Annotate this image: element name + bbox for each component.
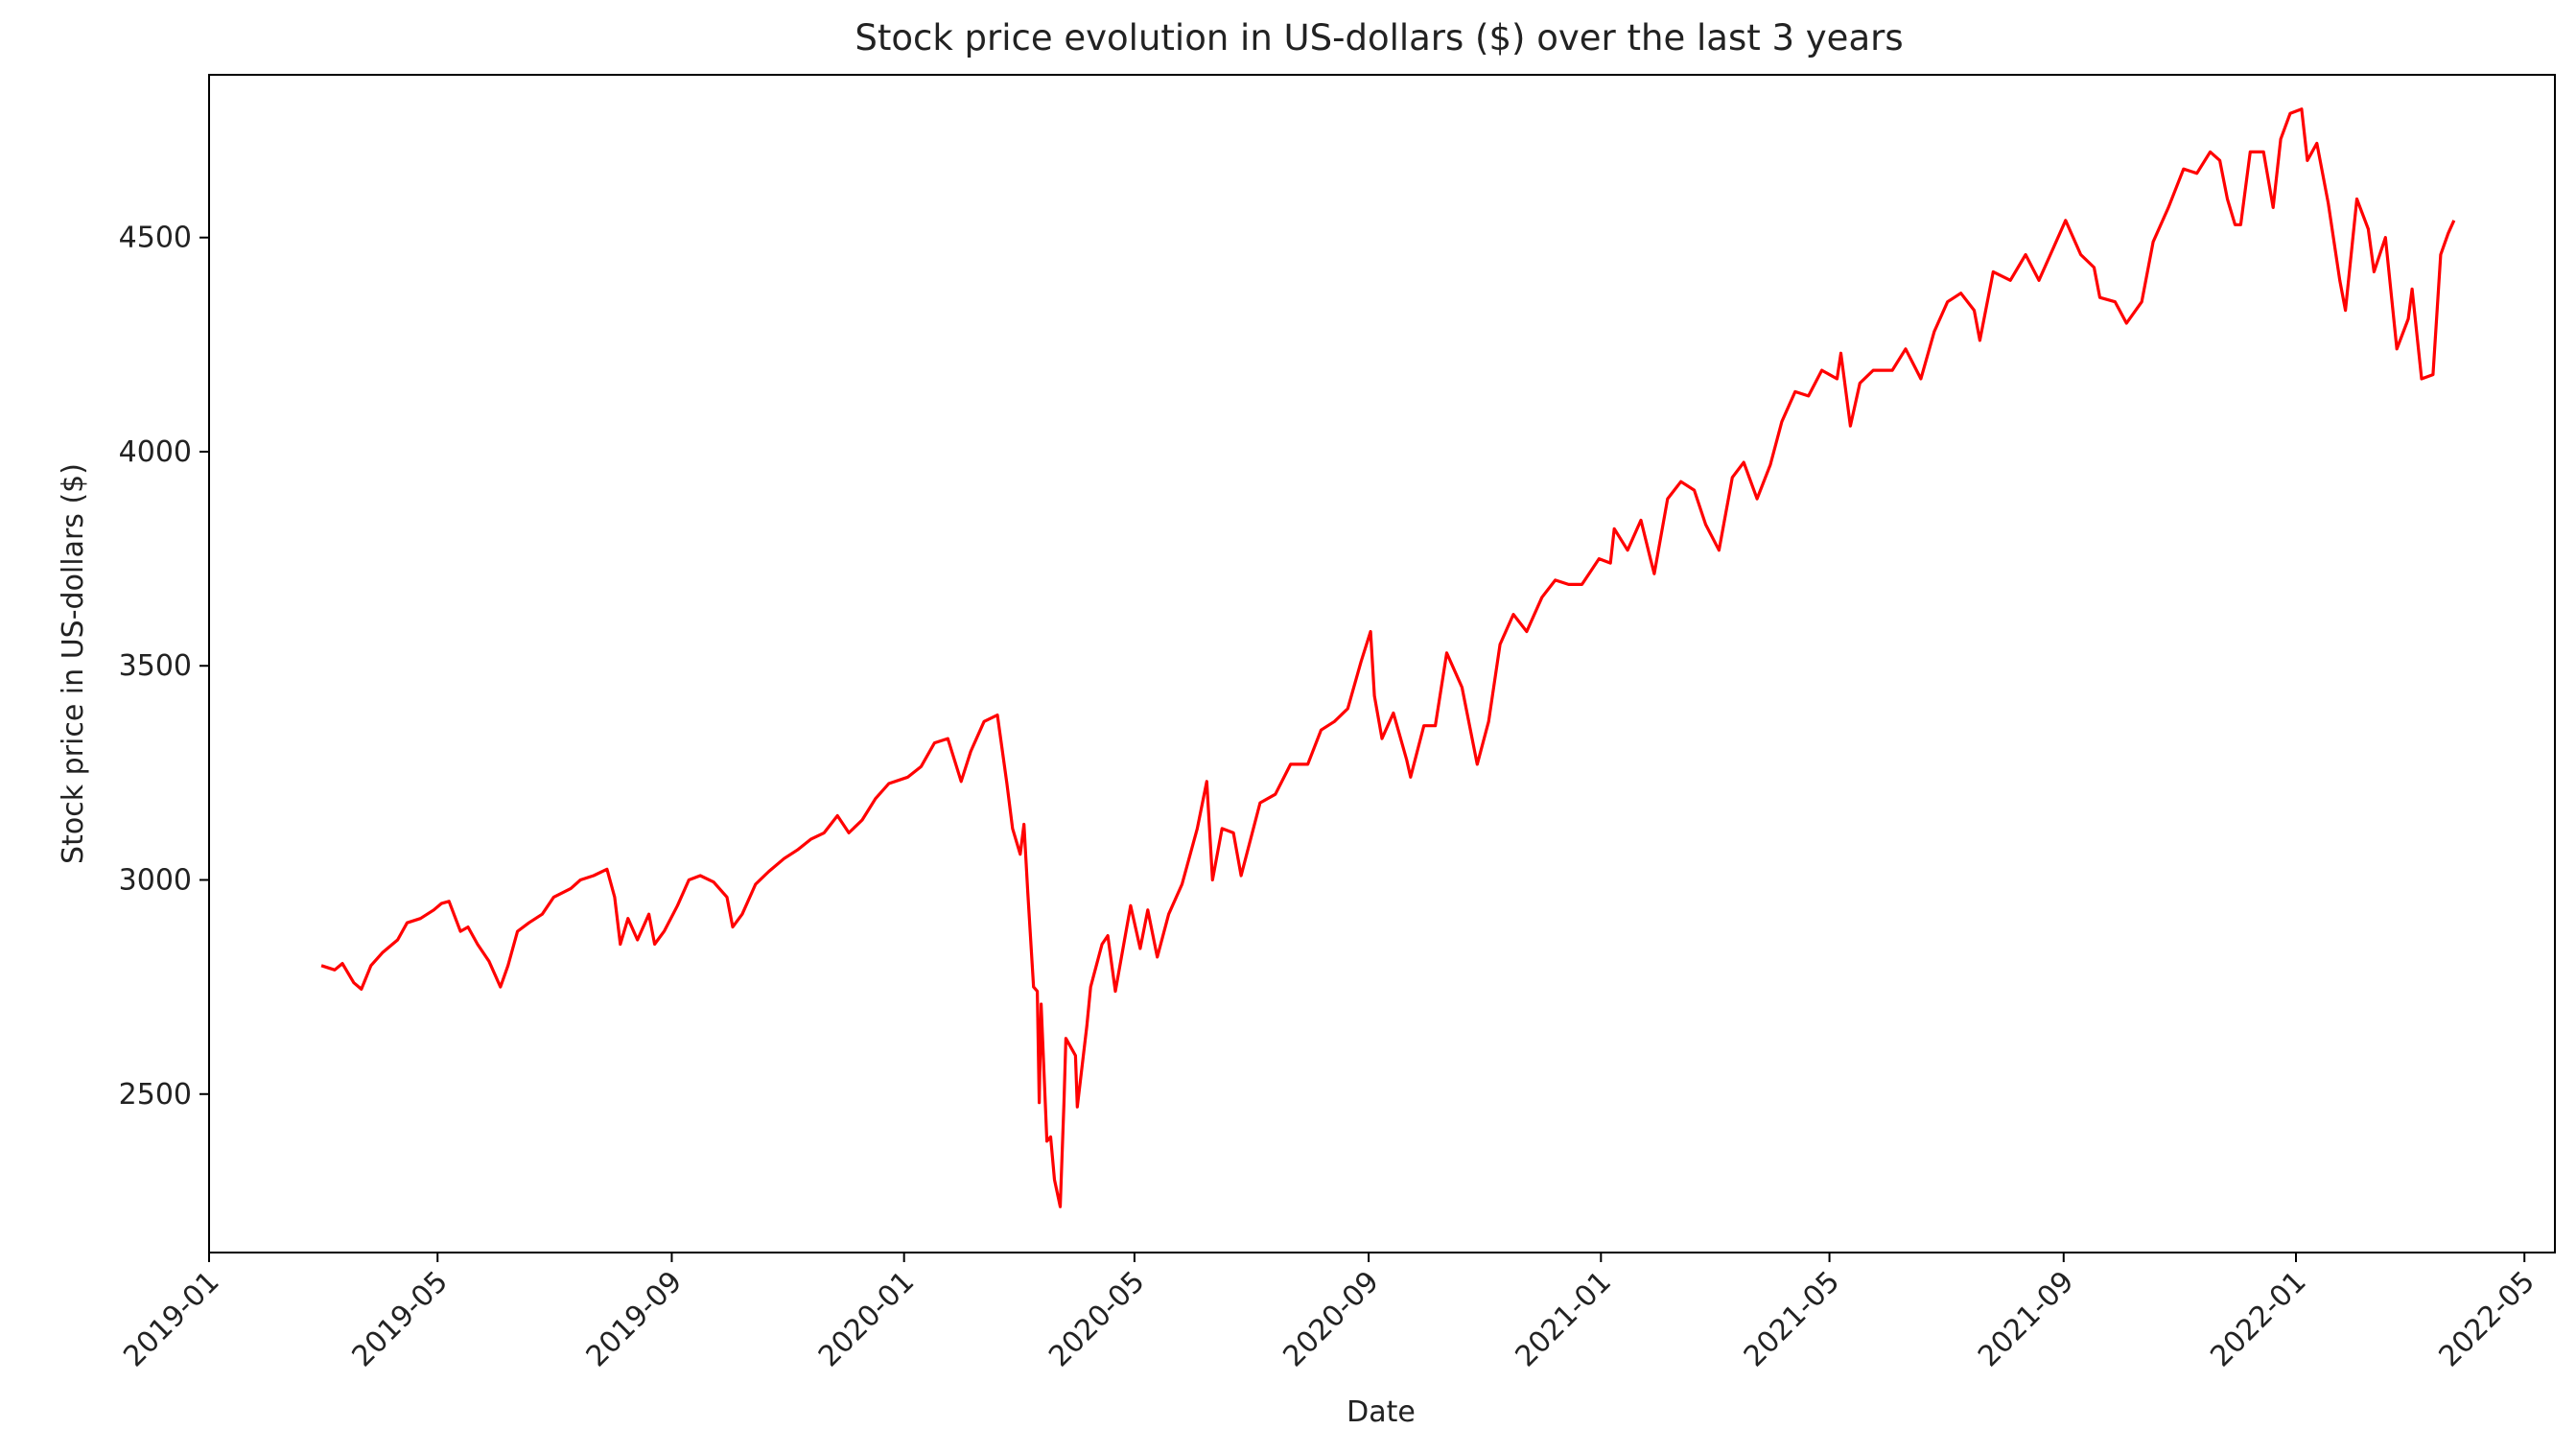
y-tick-label: 3500 <box>119 649 192 683</box>
y-tick-label: 4000 <box>119 435 192 469</box>
y-tick-label: 2500 <box>119 1078 192 1112</box>
stock-price-line <box>320 107 2456 1208</box>
y-axis: 2500 3000 3500 4000 4500 <box>119 222 209 1112</box>
plot-frame <box>208 74 2556 1253</box>
y-axis-label: Stock price in US-dollars ($) <box>57 463 90 864</box>
x-axis-label: Date <box>1347 1395 1416 1429</box>
y-tick-label: 3000 <box>119 864 192 898</box>
chart-title: Stock price evolution in US-dollars ($) … <box>855 17 1903 59</box>
y-tick-label: 4500 <box>119 222 192 255</box>
